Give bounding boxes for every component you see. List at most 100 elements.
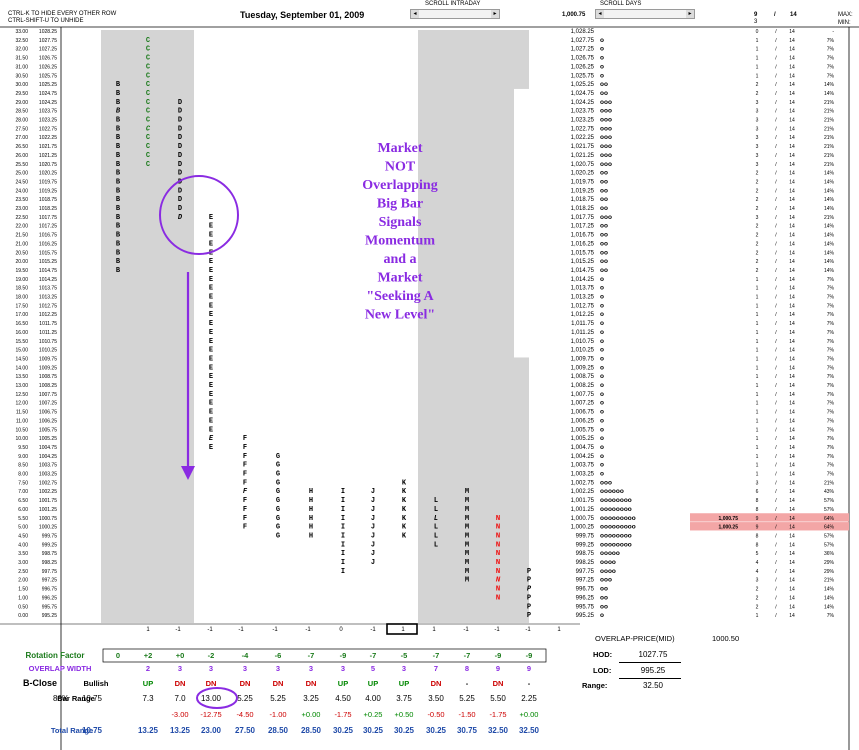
tpo-count-marks: o [600,338,604,345]
overlap-price-label: OVERLAP-PRICE(MID) [595,634,675,643]
price-label: 1010.75 [39,339,57,345]
row-number: 13.50 [15,374,28,380]
price-label: 1016.75 [39,233,57,239]
tpo-letter-j: J [371,506,375,514]
slash: / [775,100,777,106]
right-price-label: 1,005.75 [571,427,595,433]
rotation-factor-value: -9 [495,651,502,660]
price-label: 1025.75 [39,73,57,79]
tpo-letter-b: B [116,178,121,186]
hotkey-note-line1: CTRL-K TO HIDE EVERY OTHER ROW [8,11,117,17]
period-count: 14 [789,206,795,212]
period-marker: -1 [175,627,181,633]
row-number: 31.00 [15,64,28,70]
price-label: 1017.25 [39,224,57,230]
total-range-label: Total Range [51,726,93,735]
slash: / [775,418,777,424]
tpo-count: 1 [756,374,759,380]
tpo-letter-d: D [178,196,182,204]
slash: / [775,578,777,584]
period-marker: -1 [463,627,469,633]
tpo-letter-d: D [178,170,182,178]
right-price-label: 1,004.75 [571,445,595,451]
scroll-days-bar[interactable]: ◂ ▸ [595,9,695,19]
tpo-count: 1 [756,383,759,389]
tpo-count-marks: oo [600,196,608,203]
tpo-count: 1 [756,56,759,62]
tpo-count: 8 [756,542,759,548]
b-close-value: DN [273,679,284,688]
annotation-text: NOT [385,160,416,175]
tpo-letter-d: D [178,152,182,160]
slash: / [775,135,777,141]
tpo-letter-c: C [146,81,150,89]
right-price-label: 1,024.75 [571,91,595,97]
price-label: 1027.25 [39,47,57,53]
row-number: 8.00 [18,472,28,478]
tpo-letter-m: M [465,515,469,523]
tpo-percent: 14% [824,250,835,256]
row-number: 28.50 [15,109,28,115]
price-label: 1010.25 [39,348,57,354]
rotation-factor-value: +2 [144,651,153,660]
tpo-count-marks: o [600,417,604,424]
tpo-letter-i: I [341,550,345,558]
tpo-letter-m: M [465,559,469,567]
tpo-percent: 36% [824,551,835,557]
tpo-percent: 7% [827,286,835,292]
tpo-letter-d: D [178,187,182,195]
tpo-letter-j: J [371,532,375,540]
scroll-left-icon[interactable]: ◂ [596,10,604,18]
slash: / [775,339,777,345]
scroll-right-icon[interactable]: ▸ [491,10,499,18]
row-number: 3.50 [18,551,28,557]
overlap-price-value: 1000.50 [712,634,739,643]
b-close-value: UP [399,679,409,688]
right-price-label: 1,008.75 [571,374,595,380]
price-label: 1008.75 [39,374,57,380]
tpo-letter-i: I [341,488,345,496]
row-number: 7.00 [18,489,28,495]
price-label: 1023.25 [39,118,57,124]
price-label: 1022.75 [39,126,57,132]
scroll-right-icon[interactable]: ▸ [686,10,694,18]
row-number: 3.00 [18,560,28,566]
tpo-percent: 14% [824,604,835,610]
scroll-intraday-bar[interactable]: ◂ ▸ [410,9,500,19]
row-number: 25.50 [15,162,28,168]
tpo-letter-l: L [434,524,438,532]
period-count: 14 [789,224,795,230]
overlap-width-value: 9 [496,664,500,673]
header-slash: / [774,12,776,18]
period-marker: -1 [494,627,500,633]
tpo-letter-l: L [434,541,438,549]
price-label: 1001.75 [39,498,57,504]
tpo-count: 9 [756,525,759,531]
total-range-value: 23.00 [201,726,222,735]
price-label: 1017.75 [39,215,57,221]
tpo-count-marks: o [600,426,604,433]
b-close-value: - [528,679,531,688]
period-marker: -1 [305,627,311,633]
rotation-factor-label: Rotation Factor [25,651,84,660]
right-price-label: 1,006.25 [571,418,595,424]
tpo-count: 2 [756,587,759,593]
tpo-count-marks: ooo [600,99,612,106]
price-label: 1004.75 [39,445,57,451]
period-marker: 0 [339,627,343,633]
right-price-label: 1,018.25 [571,206,595,212]
row-number: 30.00 [15,82,28,88]
tpo-letter-g: G [276,471,280,479]
tpo-letter-d: D [178,117,182,125]
tpo-count: 1 [756,47,759,53]
right-price-label: 1,022.25 [571,135,595,141]
tpo-letter-n: N [496,568,501,576]
scroll-days-label: SCROLL DAYS [600,1,642,7]
tpo-letter-d: D [178,125,182,133]
scroll-left-icon[interactable]: ◂ [411,10,419,18]
tpo-count: 2 [756,250,759,256]
price-label: 1019.75 [39,179,57,185]
slash: / [775,551,777,557]
tpo-percent: 7% [827,392,835,398]
tpo-percent: 7% [827,445,835,451]
